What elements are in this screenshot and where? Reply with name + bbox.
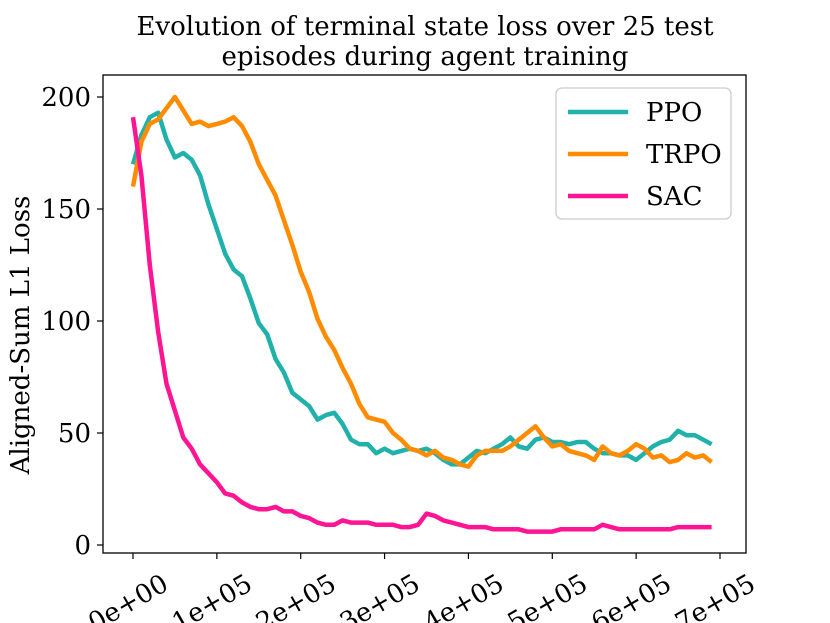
legend: PPO TRPO SAC	[555, 87, 732, 220]
plot-frame	[102, 74, 747, 554]
chart-title-line-2: episodes during agent training	[222, 42, 629, 72]
x-tick-label: 1e+05	[167, 569, 257, 623]
x-tick-label: 6e+05	[587, 569, 677, 623]
x-tick-label: 5e+05	[503, 569, 593, 623]
x-tick-label: 4e+05	[419, 569, 509, 623]
legend-label-ppo: PPO	[646, 98, 702, 128]
y-axis-label: Aligned-Sum L1 Loss	[6, 196, 36, 476]
series-line-sac	[130, 116, 712, 534]
x-tick-label: 0e+00	[83, 569, 173, 623]
x-tick-label: 2e+05	[251, 569, 341, 623]
y-tick-label: 0	[74, 531, 91, 561]
y-tick-label: 150	[41, 195, 91, 225]
y-tick-label: 200	[41, 83, 91, 113]
series-lines	[130, 94, 714, 534]
x-tick-label: 3e+05	[335, 569, 425, 623]
legend-label-sac: SAC	[646, 182, 702, 212]
x-tick-label: 7e+05	[670, 569, 760, 623]
series-line-trpo	[130, 94, 714, 469]
chart-title-line-1: Evolution of terminal state loss over 25…	[136, 12, 714, 42]
y-tick-label: 100	[41, 307, 91, 337]
legend-box	[555, 87, 732, 220]
y-axis-ticks: 0 50 100 150 200	[41, 83, 103, 561]
legend-label-trpo: TRPO	[646, 140, 722, 170]
y-tick-label: 50	[58, 419, 91, 449]
chart-title: Evolution of terminal state loss over 25…	[136, 12, 714, 72]
